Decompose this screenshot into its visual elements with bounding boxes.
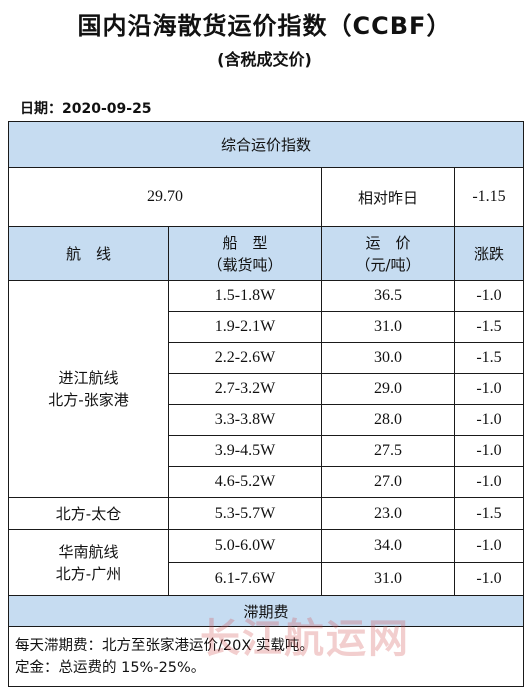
ccbf-table: 综合运价指数 29.70 相对昨日 -1.15 航 线 船 型 （载货吨） 运 … [7, 121, 525, 687]
change-cell: -1.0 [453, 373, 525, 405]
price-cell: 29.0 [321, 373, 455, 405]
table-row: 华南航线 北方-广州 5.0-6.0W 34.0 -1.0 [8, 529, 525, 596]
demurrage-header: 滞期费 [7, 595, 525, 627]
column-header-ship: 船 型 （载货吨） [168, 226, 322, 281]
route-group-huanan: 华南航线 北方-广州 [8, 529, 169, 596]
price-cell: 36.5 [321, 280, 455, 312]
table-row: 6.1-7.6W 31.0 -1.0 [9, 562, 525, 596]
price-cell: 31.0 [321, 562, 455, 596]
column-header-price: 运 价 （元/吨） [321, 226, 455, 281]
composite-index-header: 综合运价指数 [7, 121, 525, 168]
ship-size-cell: 2.7-3.2W [168, 373, 322, 405]
route-name-line2: 北方-张家港 [48, 391, 129, 409]
demurrage-notes: 每天滞期费：北方至张家港运价/20X 实载吨。 定金：总运费的 15%-25%。 [7, 626, 525, 687]
table-row: 2.2-2.6W 30.0 -1.5 [9, 342, 525, 374]
ship-header-line2: （载货吨） [207, 255, 283, 274]
change-cell: -1.5 [453, 497, 525, 530]
price-cell: 27.0 [321, 466, 455, 498]
route-name-line1: 进江航线 [58, 369, 119, 387]
route-name-line2: 北方-广州 [55, 564, 122, 583]
change-cell: -1.0 [453, 280, 525, 312]
composite-change: -1.15 [453, 167, 525, 227]
ship-size-cell: 2.2-2.6W [168, 342, 322, 374]
ship-size-cell: 5.3-5.7W [168, 497, 322, 530]
page-title: 国内沿海散货运价指数（CCBF） [77, 12, 452, 40]
ship-size-cell: 4.6-5.2W [168, 466, 322, 498]
price-header-line2: （元/吨） [355, 255, 421, 274]
price-cell: 27.5 [321, 435, 455, 467]
ship-size-cell: 3.3-3.8W [168, 404, 322, 436]
ship-size-cell: 6.1-7.6W [168, 562, 322, 596]
compare-label: 相对昨日 [321, 167, 455, 227]
page-subtitle: (含税成交价) [217, 50, 312, 69]
ship-size-cell: 1.5-1.8W [168, 280, 322, 312]
table-row: 北方-太仓 5.3-5.7W 23.0 -1.5 [8, 497, 525, 530]
route-name-line1: 华南航线 [58, 542, 119, 561]
demurrage-note-line1: 每天滞期费：北方至张家港运价/20X 实载吨。 [15, 637, 314, 654]
change-cell: -1.0 [453, 466, 525, 498]
ship-size-cell: 1.9-2.1W [168, 311, 322, 343]
table-row: 4.6-5.2W 27.0 -1.0 [9, 466, 525, 498]
deposit-note-line2: 定金：总运费的 15%-25%。 [15, 659, 206, 676]
change-cell: -1.0 [453, 562, 525, 596]
ship-header-line1: 船 型 [222, 233, 268, 252]
table-row: 进江航线 北方-张家港 1.5-1.8W 36.5 -1.0 [8, 280, 525, 498]
composite-index-value: 29.70 [8, 167, 322, 227]
price-header-line1: 运 价 [365, 233, 411, 252]
change-cell: -1.0 [453, 435, 525, 467]
change-cell: -1.0 [453, 404, 525, 436]
table-row: 1.9-2.1W 31.0 -1.5 [9, 311, 525, 343]
ship-size-cell: 5.0-6.0W [168, 529, 322, 563]
table-row: 3.9-4.5W 27.5 -1.0 [9, 435, 525, 467]
change-cell: -1.5 [453, 342, 525, 374]
table-row: 3.3-3.8W 28.0 -1.0 [9, 404, 525, 436]
table-row: 2.7-3.2W 29.0 -1.0 [9, 373, 525, 405]
column-header-change: 涨跌 [453, 226, 525, 281]
ship-size-cell: 3.9-4.5W [168, 435, 322, 467]
date-label: 日期：2020-09-25 [20, 101, 152, 117]
price-cell: 28.0 [321, 404, 455, 436]
price-cell: 30.0 [321, 342, 455, 374]
route-group-taicang: 北方-太仓 [8, 497, 169, 530]
column-header-route: 航 线 [8, 226, 169, 281]
change-cell: -1.0 [453, 529, 525, 563]
price-cell: 34.0 [321, 529, 455, 563]
change-cell: -1.5 [453, 311, 525, 343]
price-cell: 31.0 [321, 311, 455, 343]
route-group-jinjiang: 进江航线 北方-张家港 [8, 280, 169, 498]
price-cell: 23.0 [321, 497, 455, 530]
